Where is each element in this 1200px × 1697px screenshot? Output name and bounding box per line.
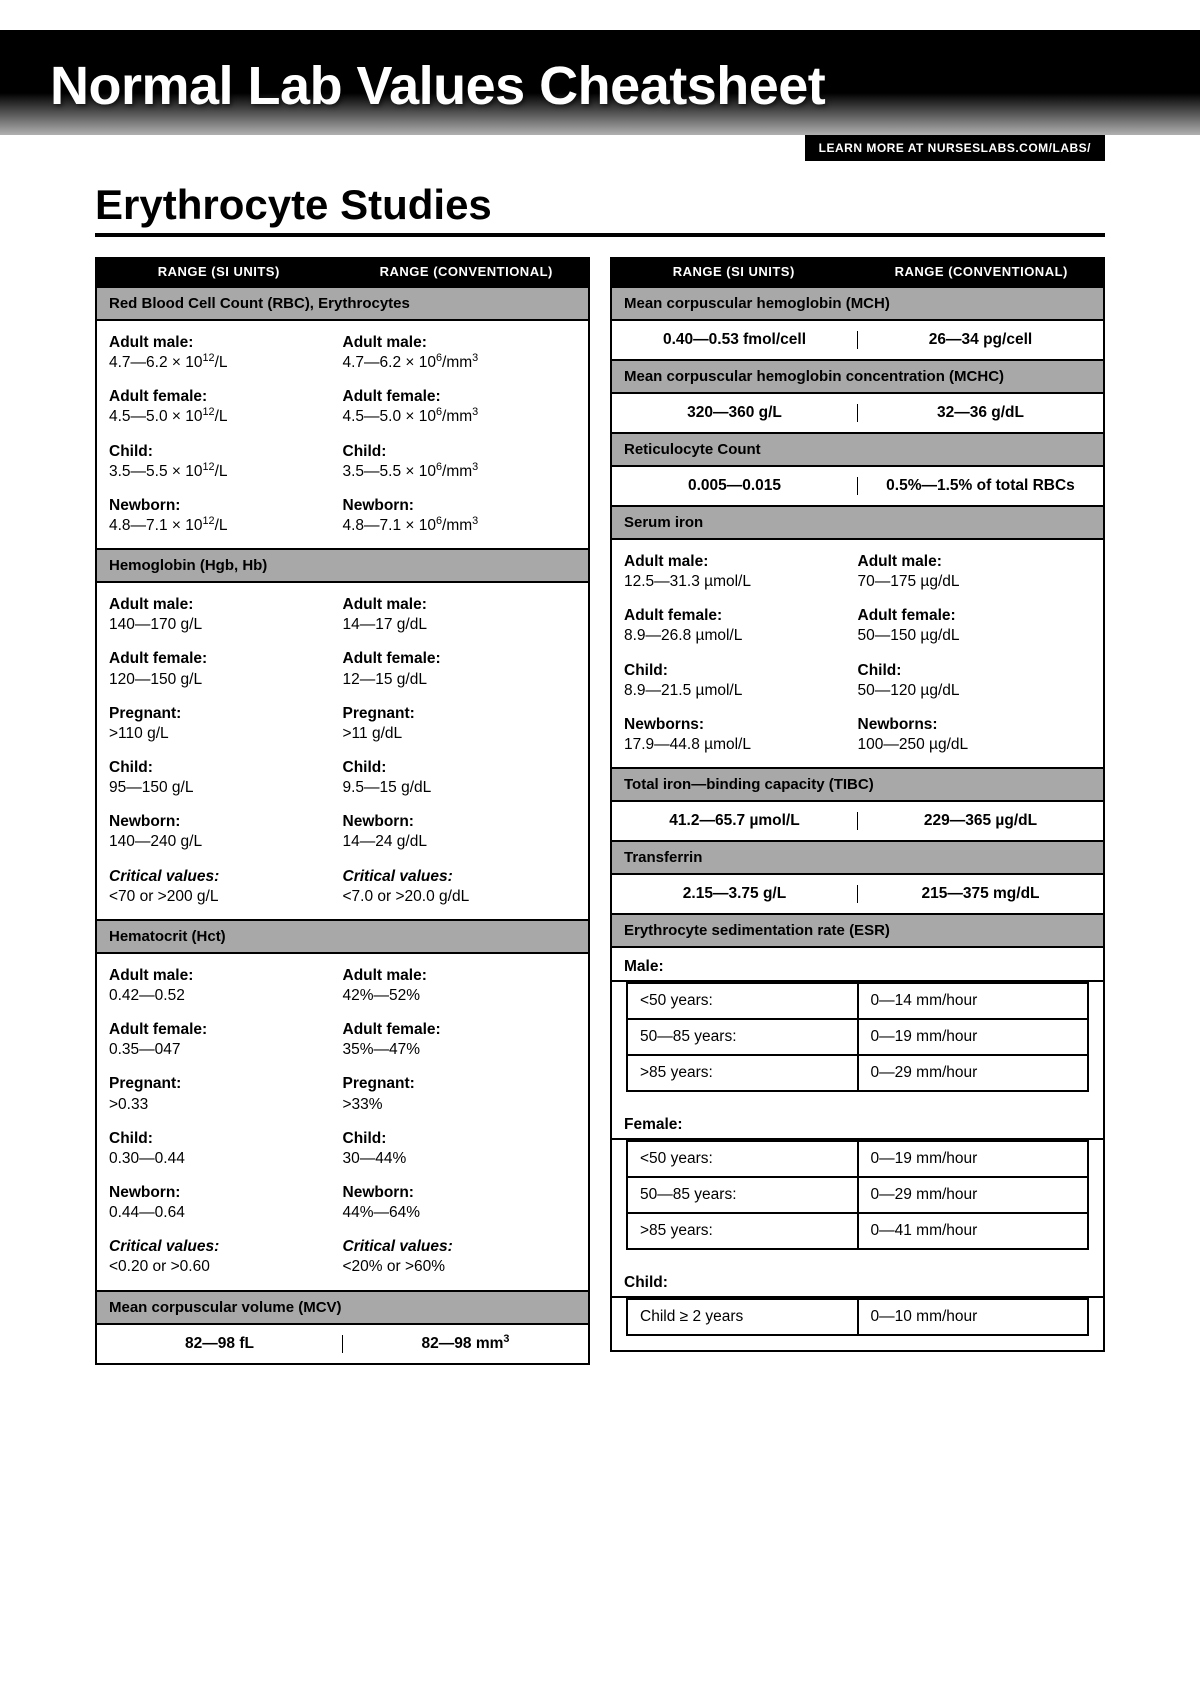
value-block: Adult male:12.5—31.3 µmol/LAdult female:… bbox=[612, 540, 1103, 767]
right-column: RANGE (SI UNITS) RANGE (CONVENTIONAL) Me… bbox=[610, 257, 1105, 1365]
value-block: Adult male:0.42—0.52Adult female:0.35—04… bbox=[97, 954, 588, 1290]
section-heading: Mean corpuscular volume (MCV) bbox=[97, 1290, 588, 1325]
section-heading: Reticulocyte Count bbox=[612, 432, 1103, 467]
section-heading: Hematocrit (Hct) bbox=[97, 919, 588, 954]
esr-table: <50 years:0—14 mm/hour50—85 years:0—19 m… bbox=[612, 982, 1103, 1106]
value-row: 320—360 g/L32—36 g/dL bbox=[612, 394, 1103, 432]
esr-row: <50 years:0—19 mm/hour bbox=[626, 1140, 1089, 1178]
esr-table: Child ≥ 2 years0—10 mm/hour bbox=[612, 1298, 1103, 1350]
col-header-conv: RANGE (CONVENTIONAL) bbox=[858, 264, 1106, 279]
col-header-si: RANGE (SI UNITS) bbox=[610, 264, 858, 279]
esr-row: >85 years:0—29 mm/hour bbox=[626, 1056, 1089, 1092]
value-row: 0.40—0.53 fmol/cell26—34 pg/cell bbox=[612, 321, 1103, 359]
value-row: 41.2—65.7 µmol/L229—365 µg/dL bbox=[612, 802, 1103, 840]
learn-more-url: NURSESLABS.COM/LABS/ bbox=[928, 141, 1091, 155]
col-header-conv: RANGE (CONVENTIONAL) bbox=[343, 264, 591, 279]
section-heading: Red Blood Cell Count (RBC), Erythrocytes bbox=[97, 288, 588, 321]
section-heading: Transferrin bbox=[612, 840, 1103, 875]
section-heading: Erythrocyte sedimentation rate (ESR) bbox=[612, 913, 1103, 948]
section-heading: Serum iron bbox=[612, 505, 1103, 540]
section-heading: Hemoglobin (Hgb, Hb) bbox=[97, 548, 588, 583]
col-header-si: RANGE (SI UNITS) bbox=[95, 264, 343, 279]
esr-group-label: Female: bbox=[612, 1106, 1103, 1140]
esr-table: <50 years:0—19 mm/hour50—85 years:0—29 m… bbox=[612, 1140, 1103, 1264]
section-heading: Mean corpuscular hemoglobin (MCH) bbox=[612, 288, 1103, 321]
esr-row: 50—85 years:0—29 mm/hour bbox=[626, 1178, 1089, 1214]
left-panel: Red Blood Cell Count (RBC), Erythrocytes… bbox=[95, 286, 590, 1365]
value-row: 0.005—0.0150.5%—1.5% of total RBCs bbox=[612, 467, 1103, 505]
value-row: 2.15—3.75 g/L215—375 mg/dL bbox=[612, 875, 1103, 913]
value-block: Adult male:140—170 g/LAdult female:120—1… bbox=[97, 583, 588, 919]
left-column: RANGE (SI UNITS) RANGE (CONVENTIONAL) Re… bbox=[95, 257, 590, 1365]
learn-more-pill: LEARN MORE AT NURSESLABS.COM/LABS/ bbox=[805, 135, 1105, 161]
columns: RANGE (SI UNITS) RANGE (CONVENTIONAL) Re… bbox=[95, 257, 1105, 1365]
section-heading: Total iron—binding capacity (TIBC) bbox=[612, 767, 1103, 802]
esr-row: <50 years:0—14 mm/hour bbox=[626, 982, 1089, 1020]
content: Erythrocyte Studies RANGE (SI UNITS) RAN… bbox=[0, 161, 1200, 1405]
column-header-row: RANGE (SI UNITS) RANGE (CONVENTIONAL) bbox=[95, 257, 590, 286]
esr-group-label: Male: bbox=[612, 948, 1103, 982]
page-title: Normal Lab Values Cheatsheet bbox=[50, 55, 1150, 117]
value-block: Adult male:4.7—6.2 × 1012/LAdult female:… bbox=[97, 321, 588, 548]
learn-more-prefix: LEARN MORE AT bbox=[819, 141, 928, 155]
right-panel: Mean corpuscular hemoglobin (MCH)0.40—0.… bbox=[610, 286, 1105, 1352]
esr-row: Child ≥ 2 years0—10 mm/hour bbox=[626, 1298, 1089, 1336]
esr-row: >85 years:0—41 mm/hour bbox=[626, 1214, 1089, 1250]
value-row: 82—98 fL82—98 mm3 bbox=[97, 1325, 588, 1363]
section-heading: Mean corpuscular hemoglobin concentratio… bbox=[612, 359, 1103, 394]
banner: Normal Lab Values Cheatsheet bbox=[0, 30, 1200, 135]
esr-row: 50—85 years:0—19 mm/hour bbox=[626, 1020, 1089, 1056]
section-title: Erythrocyte Studies bbox=[95, 181, 1105, 237]
esr-group-label: Child: bbox=[612, 1264, 1103, 1298]
learn-more-bar: LEARN MORE AT NURSESLABS.COM/LABS/ bbox=[0, 135, 1200, 161]
column-header-row: RANGE (SI UNITS) RANGE (CONVENTIONAL) bbox=[610, 257, 1105, 286]
